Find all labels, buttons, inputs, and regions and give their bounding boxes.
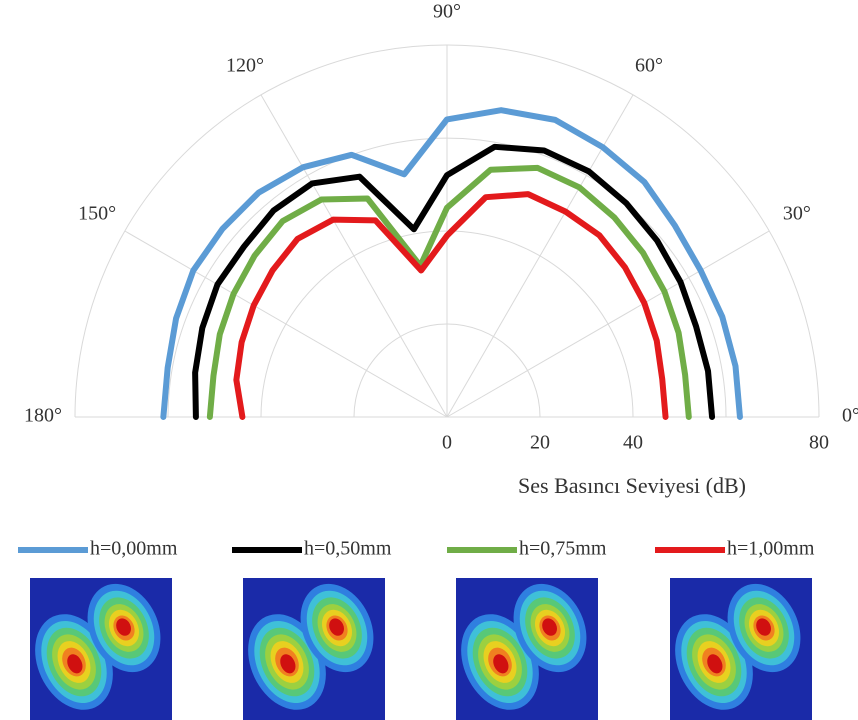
legend-label: h=0,00mm xyxy=(90,538,178,560)
series-line xyxy=(233,191,669,420)
r-tick-label: 0 xyxy=(442,432,452,454)
theta-tick-label: 150° xyxy=(78,203,116,225)
grid-ray xyxy=(446,230,770,418)
mode-shape xyxy=(670,578,812,720)
series-line xyxy=(160,107,743,420)
theta-tick-label: 180° xyxy=(24,405,62,427)
axis-title: Ses Basıncı Seviyesi (dB) xyxy=(518,473,746,498)
mode-shape xyxy=(243,578,385,720)
mode-shape xyxy=(30,578,172,720)
theta-tick-label: 120° xyxy=(226,55,264,77)
legend-label: h=0,75mm xyxy=(519,538,607,560)
r-tick-label: 20 xyxy=(530,432,550,454)
legend-label: h=1,00mm xyxy=(727,538,815,560)
legend-label: h=0,50mm xyxy=(304,538,392,560)
series-line xyxy=(192,143,716,420)
theta-tick-label: 60° xyxy=(635,55,663,77)
r-tick-label: 40 xyxy=(623,432,643,454)
theta-tick-label: 0° xyxy=(842,405,858,427)
r-tick-label: 80 xyxy=(809,432,829,454)
grid-ray xyxy=(260,94,448,418)
polar-grid xyxy=(74,44,820,418)
theta-tick-label: 90° xyxy=(433,1,461,23)
series-line xyxy=(206,164,692,420)
grid-ray xyxy=(124,230,448,418)
grid-ray xyxy=(446,94,634,418)
mode-shape xyxy=(456,578,598,720)
theta-tick-label: 30° xyxy=(783,203,811,225)
